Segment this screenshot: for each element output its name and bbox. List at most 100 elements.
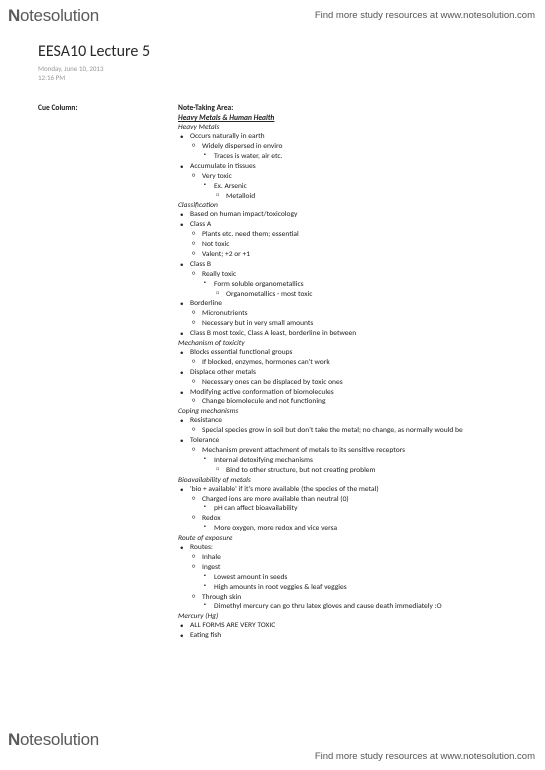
bullet-list-lvl3: Traces is water, air etc. — [202, 152, 523, 162]
list-item-text: Mechanism prevent attachment of metals t… — [202, 446, 405, 455]
list-item-text: Micronutrients — [202, 309, 248, 318]
notes-column: Note-Taking Area: Heavy Metals & Human H… — [178, 104, 523, 641]
cue-column: Cue Column: — [38, 104, 178, 641]
list-item: Internal detoxifying mechanismsBind to o… — [202, 456, 523, 476]
list-item: Micronutrients — [190, 309, 523, 319]
list-item-text: Internal detoxifying mechanisms — [214, 456, 313, 465]
list-item: Class B most toxic, Class A least, borde… — [178, 329, 523, 339]
list-item: Displace other metalsNecessary ones can … — [178, 368, 523, 388]
list-item: Accumulate in tissuesVery toxicEx. Arsen… — [178, 162, 523, 202]
list-item-text: Ingest — [202, 563, 220, 572]
list-item: Form soluble organometallicsOrganometall… — [202, 280, 523, 300]
list-item: Not toxic — [190, 240, 523, 250]
list-item: Special species grow in soil but don't t… — [190, 426, 523, 436]
logo-bold: N — [8, 730, 20, 749]
list-item-text: Really toxic — [202, 270, 236, 279]
section-heading: Heavy Metals — [178, 123, 523, 132]
list-item-text: Based on human impact/toxicology — [190, 210, 297, 219]
bullet-list-lvl2: Very toxicEx. ArsenicMetalloid — [190, 172, 523, 202]
list-item: Metalloid — [214, 192, 523, 202]
list-item: Organometallics - most toxic — [214, 290, 523, 300]
list-item-text: Tolerance — [190, 436, 219, 445]
bullet-list-lvl3: Dimethyl mercury can go thru latex glove… — [202, 602, 523, 612]
list-item: Lowest amount in seeds — [202, 573, 523, 583]
list-item-text: More oxygen, more redox and vice versa — [214, 524, 337, 533]
list-item: Necessary but in very small amounts — [190, 319, 523, 329]
main-heading: Heavy Metals & Human Health — [178, 114, 523, 123]
list-item: Widely dispersed in enviroTraces is wate… — [190, 142, 523, 162]
bullet-list-lvl2: Change biomolecule and not functioning — [190, 397, 523, 407]
list-item-text: Necessary ones can be displaced by toxic… — [202, 378, 343, 387]
list-item-text: Ex. Arsenic — [214, 182, 247, 191]
list-item-text: Special species grow in soil but don't t… — [202, 426, 463, 435]
list-item-text: Accumulate in tissues — [190, 162, 256, 171]
list-item-text: Class A — [190, 220, 211, 229]
bullet-list-lvl3: Lowest amount in seedsHigh amounts in ro… — [202, 573, 523, 593]
bullet-list-lvl2: Really toxicForm soluble organometallics… — [190, 270, 523, 300]
bullet-list-lvl3: More oxygen, more redox and vice versa — [202, 524, 523, 534]
bullet-list-lvl3: pH can affect bioavailability — [202, 504, 523, 514]
section-heading: Coping mechanisms — [178, 407, 523, 416]
list-item-text: Valent; +2 or +1 — [202, 250, 250, 259]
list-item: ResistanceSpecial species grow in soil b… — [178, 416, 523, 436]
list-item: Routes:InhaleIngestLowest amount in seed… — [178, 543, 523, 612]
list-item: Charged ions are more available than neu… — [190, 495, 523, 515]
list-item: IngestLowest amount in seedsHigh amounts… — [190, 563, 523, 593]
list-item: Class BReally toxicForm soluble organome… — [178, 260, 523, 300]
list-item: Valent; +2 or +1 — [190, 250, 523, 260]
list-item-text: Inhale — [202, 553, 221, 562]
list-item: Occurs naturally in earthWidely disperse… — [178, 132, 523, 162]
list-item-text: Eating fish — [190, 631, 221, 640]
logo-bold: N — [8, 6, 20, 25]
list-item: Bind to other structure, but not creatin… — [214, 466, 523, 476]
bullet-list-lvl2: MicronutrientsNecessary but in very smal… — [190, 309, 523, 329]
bullet-list-lvl2: Charged ions are more available than neu… — [190, 495, 523, 535]
bullet-list-lvl2: Special species grow in soil but don't t… — [190, 426, 523, 436]
doc-time: 12:16 PM — [38, 73, 523, 82]
list-item-text: Redox — [202, 514, 221, 523]
bullet-list-lvl1: Based on human impact/toxicologyClass AP… — [178, 210, 523, 339]
list-item: Class APlants etc. need them; essentialN… — [178, 220, 523, 260]
bullet-list-lvl4: Bind to other structure, but not creatin… — [214, 466, 523, 476]
document-page: EESA10 Lecture 5 Monday, June 10, 2013 1… — [38, 42, 523, 730]
list-item: Inhale — [190, 553, 523, 563]
list-item-text: Widely dispersed in enviro — [202, 142, 282, 151]
list-item: More oxygen, more redox and vice versa — [202, 524, 523, 534]
list-item: pH can affect bioavailability — [202, 504, 523, 514]
list-item-text: Modifying active conformation of biomole… — [190, 388, 334, 397]
page-title: EESA10 Lecture 5 — [38, 42, 523, 61]
bullet-list-lvl3: Internal detoxifying mechanismsBind to o… — [202, 456, 523, 476]
list-item-text: pH can affect bioavailability — [214, 504, 298, 513]
notes-area-label: Note-Taking Area: — [178, 104, 523, 113]
section-heading: Mechanism of toxicity — [178, 339, 523, 348]
list-item: Traces is water, air etc. — [202, 152, 523, 162]
bullet-list-lvl2: InhaleIngestLowest amount in seedsHigh a… — [190, 553, 523, 612]
list-item-text: Blocks essential functional groups — [190, 348, 292, 357]
bullet-list-lvl1: Blocks essential functional groupsIf blo… — [178, 348, 523, 407]
logo-rest: otesolution — [20, 6, 99, 25]
list-item-text: Through skin — [202, 593, 241, 602]
list-item-text: Displace other metals — [190, 368, 256, 377]
sections-root: Heavy MetalsOccurs naturally in earthWid… — [178, 123, 523, 641]
list-item-text: Dimethyl mercury can go thru latex glove… — [214, 602, 442, 611]
list-item-text: Class B most toxic, Class A least, borde… — [190, 329, 356, 338]
bullet-list-lvl1: ResistanceSpecial species grow in soil b… — [178, 416, 523, 475]
list-item-text: Borderline — [190, 299, 222, 308]
tagline-bottom: Find more study resources at www.notesol… — [315, 751, 535, 762]
list-item-text: High amounts in root veggies & leaf vegg… — [214, 583, 347, 592]
list-item-text: Routes: — [190, 543, 213, 552]
logo-rest: otesolution — [20, 730, 99, 749]
bullet-list-lvl2: If blocked, enzymes, hormones can't work — [190, 358, 523, 368]
list-item: Dimethyl mercury can go thru latex glove… — [202, 602, 523, 612]
list-item: Plants etc. need them; essential — [190, 230, 523, 240]
logo-watermark-bottom: Notesolution — [8, 730, 99, 750]
bullet-list-lvl1: ALL FORMS ARE VERY TOXICEating fish — [178, 621, 523, 641]
list-item: Necessary ones can be displaced by toxic… — [190, 378, 523, 388]
bullet-list-lvl3: Ex. ArsenicMetalloid — [202, 182, 523, 202]
list-item: Modifying active conformation of biomole… — [178, 388, 523, 408]
list-item-text: Bind to other structure, but not creatin… — [226, 466, 376, 475]
bullet-list-lvl2: Widely dispersed in enviroTraces is wate… — [190, 142, 523, 162]
list-item-text: If blocked, enzymes, hormones can't work — [202, 358, 330, 367]
list-item-text: Lowest amount in seeds — [214, 573, 287, 582]
list-item-text: Necessary but in very small amounts — [202, 319, 313, 328]
